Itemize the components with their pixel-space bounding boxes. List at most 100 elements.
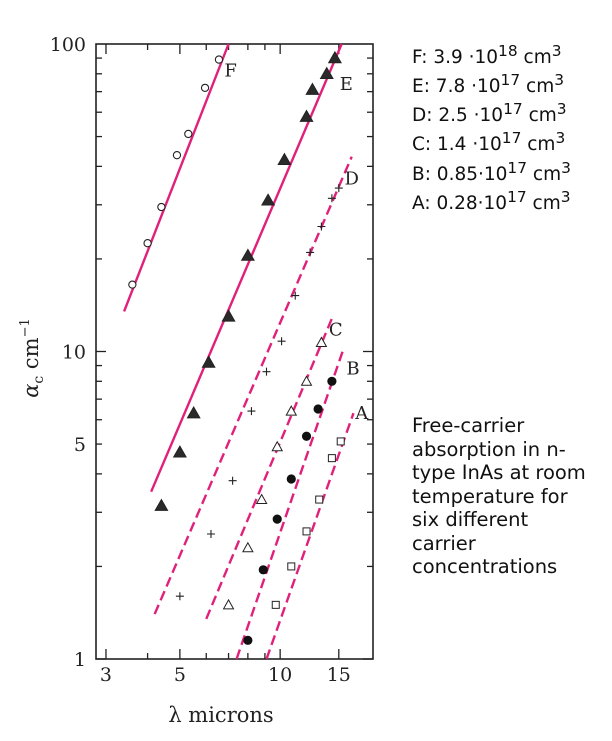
data-point-f: [143, 239, 152, 248]
data-point-c: [222, 598, 235, 610]
figure-caption: Free-carrier absorption in n-type InAs a…: [412, 414, 586, 578]
data-point-d: [206, 529, 215, 538]
data-point-c: [285, 405, 298, 416]
y-axis-title-superscript: −1: [18, 318, 33, 337]
curve-label-d: D: [344, 169, 358, 190]
data-point-d: [277, 337, 286, 346]
data-point-d: [317, 222, 326, 231]
y-axis-ticks: 1 5 10 100: [50, 34, 373, 671]
fit-line-f: [122, 43, 230, 312]
data-point-f: [184, 129, 193, 139]
y-axis-title-symbol: α: [19, 384, 43, 398]
fit-line-d: [153, 156, 353, 615]
fit-line-e: [150, 43, 343, 493]
x-tick-label: 15: [327, 664, 351, 686]
legend-unit: cm: [521, 134, 556, 156]
plot-border: [95, 43, 374, 660]
data-point-e: [154, 498, 169, 511]
data-point-e: [186, 405, 201, 419]
data-point-d: [228, 476, 237, 485]
data-point-f: [200, 83, 210, 93]
data-point-e: [172, 445, 187, 458]
legend-unit: cm: [526, 192, 561, 214]
data-point-e: [240, 248, 255, 261]
data-point-c: [242, 541, 254, 553]
legend-unit: cm: [522, 105, 557, 127]
legend-text: B: 0.85·10: [412, 163, 508, 185]
data-point-b: [301, 431, 312, 441]
data-point-a: [327, 454, 336, 463]
data-point-e: [221, 309, 236, 322]
legend-text: D: 2.5 ·10: [412, 105, 504, 127]
data-point-b: [327, 376, 337, 386]
data-points: [128, 50, 345, 645]
y-tick-label: 10: [62, 342, 86, 364]
legend-text: A: 0.28·10: [412, 192, 508, 214]
legend-exponent: 18: [498, 42, 518, 60]
data-point-a: [315, 495, 324, 504]
data-point-b: [313, 404, 323, 414]
data-point-d: [327, 194, 336, 203]
legend-entry-b: B: 0.85·1017 cm3: [412, 157, 571, 186]
legend-exponent: 17: [507, 158, 528, 177]
data-point-a: [287, 562, 296, 571]
fit-line-a: [265, 412, 355, 660]
data-point-a: [336, 437, 345, 446]
legend-exponent: 17: [500, 71, 521, 90]
y-tick-label: 100: [50, 34, 86, 56]
legend-exponent: 17: [507, 187, 527, 206]
curve-label-a: A: [354, 403, 369, 424]
data-point-d: [291, 291, 300, 300]
data-point-f: [157, 202, 166, 212]
data-point-d: [306, 248, 315, 257]
data-point-d: [262, 367, 271, 376]
legend-unit: cm: [517, 47, 552, 69]
legend-unit-exponent: 3: [555, 129, 566, 148]
y-axis-title-unit: cm: [19, 337, 43, 375]
legend-text: F: 3.9 ·10: [412, 47, 499, 69]
legend-unit-exponent: 3: [560, 187, 571, 206]
legend-unit-exponent: 3: [551, 42, 562, 60]
data-point-e: [327, 50, 342, 64]
data-point-b: [243, 635, 253, 645]
curve-label-e: E: [340, 74, 353, 95]
data-point-b: [258, 565, 268, 575]
data-point-f: [214, 55, 224, 64]
x-axis-title: λ microns: [168, 703, 273, 727]
data-point-e: [305, 82, 320, 95]
curve-labels: F E D CB A: [224, 61, 369, 425]
curve-label-b: B: [346, 359, 359, 380]
legend-entry-f: F: 3.9 ·1018 cm3: [412, 40, 571, 69]
concentration-legend: F: 3.9 ·1018 cm3 E: 7.8 ·1017 cm3 D: 2.5…: [412, 40, 571, 215]
legend-entry-d: D: 2.5 ·1017 cm3: [412, 98, 571, 127]
x-tick-label: 10: [268, 664, 292, 686]
curve-label-c: C: [329, 319, 343, 340]
data-point-b: [286, 474, 296, 484]
data-point-f: [172, 151, 182, 160]
legend-entry-e: E: 7.8 ·1017 cm3: [412, 69, 571, 98]
legend-text: C: 1.4 ·10: [412, 134, 502, 156]
legend-entry-c: C: 1.4 ·1017 cm3: [412, 127, 571, 156]
legend-exponent: 17: [501, 129, 522, 148]
data-point-d: [175, 592, 184, 601]
data-point-c: [255, 493, 268, 505]
data-point-e: [277, 152, 292, 166]
legend-unit: cm: [527, 163, 562, 185]
data-point-e: [319, 66, 334, 79]
y-tick-label: 1: [74, 649, 86, 671]
data-point-c: [300, 375, 313, 386]
legend-entry-a: A: 0.28·1017 cm3: [412, 186, 571, 215]
legend-text: E: 7.8 ·10: [412, 76, 501, 98]
data-point-f: [128, 280, 137, 289]
curve-label-f: F: [224, 61, 237, 82]
y-axis-title: αc cm−1: [18, 318, 47, 398]
y-tick-label: 5: [74, 434, 86, 456]
data-point-a: [302, 527, 311, 536]
data-point-c: [315, 336, 328, 347]
data-point-e: [299, 109, 314, 122]
fit-lines: [122, 43, 355, 660]
legend-unit: cm: [520, 76, 555, 98]
data-point-b: [272, 514, 282, 524]
data-point-d: [247, 407, 256, 416]
